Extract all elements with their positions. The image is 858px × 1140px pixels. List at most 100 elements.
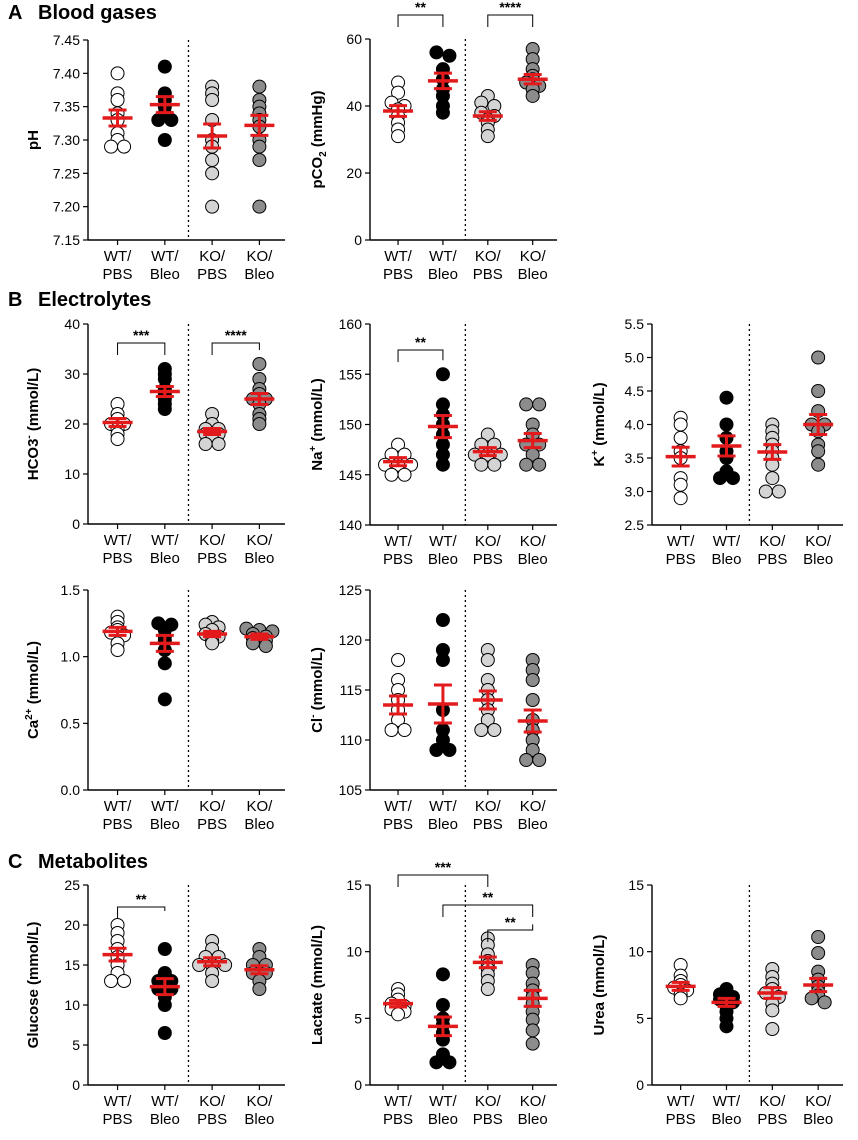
data-point xyxy=(157,59,172,74)
data-point xyxy=(673,491,688,506)
x-tick-label: Bleo xyxy=(803,551,833,568)
data-point xyxy=(391,1007,406,1022)
x-tick-label: Bleo xyxy=(428,551,458,568)
data-point xyxy=(110,93,125,107)
data-point xyxy=(258,639,273,653)
data-point xyxy=(519,457,534,472)
data-point xyxy=(519,397,534,412)
data-point xyxy=(758,484,773,499)
section-c-letter: C xyxy=(8,851,23,873)
y-tick-label: 115 xyxy=(340,682,363,698)
y-tick-label: 20 xyxy=(64,917,80,933)
x-tick-label: Bleo xyxy=(150,1111,180,1128)
data-point xyxy=(480,653,495,667)
data-point xyxy=(211,437,226,451)
y-axis-label: Ca2+ (mmol/L) xyxy=(24,641,42,739)
y-tick-label: 10 xyxy=(64,997,80,1013)
y-axis-label-main: K xyxy=(591,456,608,467)
x-tick-label: PBS xyxy=(473,816,503,833)
x-tick-label: KO/ xyxy=(805,533,832,550)
x-tick-label: WT/ xyxy=(384,1093,412,1110)
data-point xyxy=(712,471,727,486)
data-point xyxy=(110,66,125,81)
data-point xyxy=(811,444,826,459)
data-point xyxy=(435,733,450,747)
data-point xyxy=(435,457,450,472)
data-point xyxy=(525,88,540,103)
y-axis-label-script: + xyxy=(590,450,601,456)
data-point xyxy=(673,991,688,1006)
data-point xyxy=(525,1023,540,1038)
data-point xyxy=(151,113,166,127)
y-axis-label: pH xyxy=(25,130,42,150)
y-tick-label: 0.0 xyxy=(61,782,81,798)
y-tick-label: 10 xyxy=(346,944,362,960)
x-tick-label: PBS xyxy=(197,1111,227,1128)
x-tick-label: PBS xyxy=(666,551,696,568)
x-tick-label: Bleo xyxy=(428,266,458,283)
x-tick-label: KO/ xyxy=(246,532,273,549)
data-point xyxy=(811,457,826,472)
data-point xyxy=(811,930,826,944)
y-axis-label: Urea (mmol/L) xyxy=(591,935,608,1036)
x-tick-label: KO/ xyxy=(475,248,502,265)
data-point xyxy=(480,713,495,727)
x-tick-label: KO/ xyxy=(246,1093,273,1110)
y-tick-label: 110 xyxy=(340,732,363,748)
x-tick-label: Bleo xyxy=(244,816,274,833)
data-point xyxy=(480,427,495,442)
y-tick-label: 5 xyxy=(72,1037,80,1053)
x-tick-label: Bleo xyxy=(244,550,274,567)
data-point xyxy=(157,998,172,1012)
y-tick-label: 145 xyxy=(339,467,363,483)
y-tick-label: 60 xyxy=(346,31,362,47)
data-point xyxy=(673,430,688,445)
data-point xyxy=(157,133,172,147)
data-point xyxy=(252,139,267,154)
y-axis-label-unit: (mmol/L) xyxy=(591,382,608,450)
data-point xyxy=(442,48,457,63)
data-point xyxy=(765,471,780,486)
significance-bracket xyxy=(397,14,444,27)
y-axis-label-unit: (mmHg) xyxy=(309,90,326,151)
data-point xyxy=(252,79,267,94)
y-axis-label-script: 2+ xyxy=(24,708,35,720)
x-tick-label: KO/ xyxy=(520,1093,547,1110)
data-point xyxy=(532,457,547,472)
y-axis-label-unit: (mmol/L) xyxy=(309,378,326,446)
x-tick-label: KO/ xyxy=(199,532,226,549)
y-tick-label: 15 xyxy=(628,877,644,893)
y-tick-label: 4.5 xyxy=(625,383,645,399)
y-tick-label: 150 xyxy=(339,417,363,433)
y-axis-label-unit: (mmol/L) xyxy=(25,368,42,436)
x-tick-label: KO/ xyxy=(520,798,547,815)
y-axis-label: Na+ (mmol/L) xyxy=(308,378,326,471)
significance-label: ** xyxy=(482,889,493,905)
data-point xyxy=(435,613,450,627)
data-point xyxy=(252,417,267,431)
x-tick-label: WT/ xyxy=(104,248,132,265)
data-point xyxy=(391,85,406,100)
y-tick-label: 7.30 xyxy=(53,132,80,148)
x-tick-label: KO/ xyxy=(475,533,502,550)
x-tick-label: KO/ xyxy=(520,248,547,265)
y-tick-label: 5 xyxy=(354,1010,362,1026)
data-point xyxy=(252,199,267,214)
y-tick-label: 0.5 xyxy=(61,715,81,731)
data-point xyxy=(673,417,688,432)
x-tick-label: PBS xyxy=(103,1111,133,1128)
y-tick-label: 20 xyxy=(346,165,362,181)
significance-label: **** xyxy=(499,0,521,15)
x-tick-label: Bleo xyxy=(803,1111,833,1128)
y-axis-label: pCO2 (mmHg) xyxy=(309,90,329,188)
chart-k: 2.53.03.54.04.55.05.5K+ (mmol/L)WT/PBSWT… xyxy=(590,316,843,568)
data-point xyxy=(480,982,495,996)
x-tick-label: Bleo xyxy=(518,1111,548,1128)
data-point xyxy=(725,471,740,486)
x-tick-label: WT/ xyxy=(104,798,132,815)
y-axis-label-unit: (mmol/L) xyxy=(25,641,42,709)
y-tick-label: 40 xyxy=(64,316,80,332)
x-tick-label: WT/ xyxy=(384,533,412,550)
